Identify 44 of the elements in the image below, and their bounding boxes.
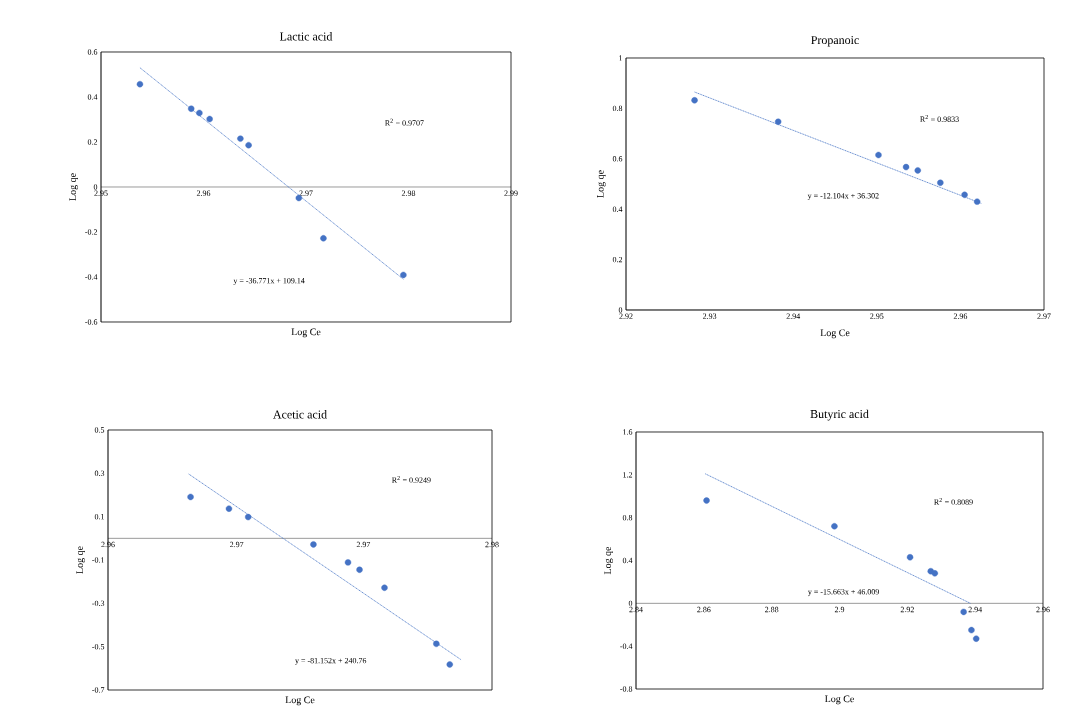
point: [245, 141, 252, 149]
point: [187, 493, 194, 501]
y-axis-title: Log qe: [76, 546, 86, 574]
point: [968, 626, 975, 634]
point: [310, 541, 317, 548]
point: [237, 135, 244, 142]
y-axis-title: Log qe: [597, 170, 606, 198]
point: [344, 559, 352, 566]
point: [960, 608, 967, 616]
point: [691, 97, 698, 104]
point: [446, 661, 453, 668]
point: [356, 566, 363, 573]
x-axis-title: Log Ce: [291, 328, 321, 338]
point: [973, 198, 981, 205]
x-axis-title: Log Ce: [824, 695, 854, 705]
point: [136, 80, 144, 88]
point: [931, 570, 938, 577]
point: [906, 554, 914, 561]
point: [973, 635, 980, 642]
x-axis-title: Log Ce: [285, 696, 315, 706]
point: [206, 115, 213, 123]
chart-title: Acetic acid: [273, 410, 327, 419]
point: [875, 151, 882, 159]
y-axis-title: Log qe: [69, 173, 79, 201]
point: [381, 584, 388, 591]
point: [831, 523, 838, 530]
point: [320, 235, 327, 242]
point: [703, 497, 710, 504]
point: [961, 191, 968, 199]
x-axis-title: Log Ce: [820, 329, 850, 339]
chart-title: Lactic acid: [279, 32, 333, 41]
point: [902, 163, 910, 171]
point: [244, 513, 252, 521]
point: [937, 179, 944, 186]
chart-title: Butyric acid: [810, 409, 869, 421]
point: [914, 167, 921, 174]
y-axis-title: Log qe: [604, 546, 614, 575]
point: [225, 505, 233, 512]
point: [400, 271, 407, 279]
point: [196, 109, 203, 117]
chart-title: Propanoic: [811, 36, 859, 47]
point: [188, 105, 195, 112]
point: [774, 118, 782, 125]
point: [433, 640, 440, 648]
